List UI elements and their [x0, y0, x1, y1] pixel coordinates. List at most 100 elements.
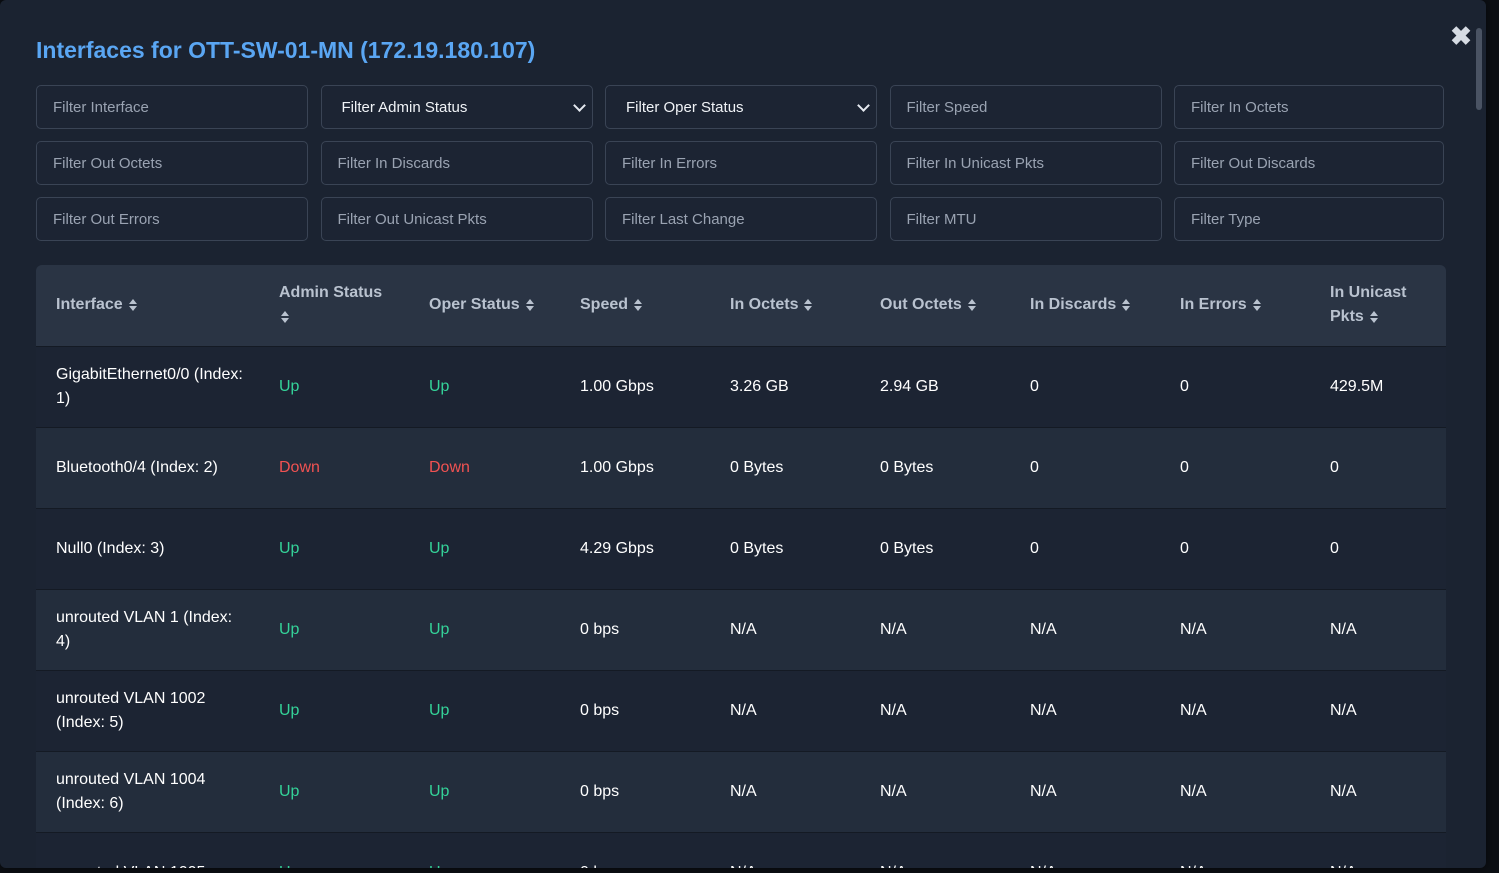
- cell-in-octets: 3.26 GB: [730, 377, 789, 395]
- cell-interface: GigabitEthernet0/0 (Index: 1): [56, 365, 243, 407]
- filter-out-errors-input[interactable]: [36, 197, 308, 241]
- table-row[interactable]: Null0 (Index: 3) Up Up 4.29 Gbps 0 Bytes 0 By…: [36, 508, 1446, 589]
- interfaces-table-container: Interface Admin Status Oper Status Speed…: [36, 265, 1446, 868]
- cell-admin-status: Up: [279, 539, 300, 557]
- header-in-discards[interactable]: In Discards: [1010, 265, 1160, 346]
- filter-oper-status-label: Filter Oper Status: [626, 98, 744, 116]
- cell-interface: Null0 (Index: 3): [56, 539, 165, 557]
- cell-in-errors: N/A: [1180, 701, 1207, 719]
- filter-speed-input[interactable]: [889, 85, 1162, 129]
- cell-oper-status: Up: [429, 701, 450, 719]
- sort-icon[interactable]: [1369, 311, 1378, 324]
- close-icon[interactable]: ✖: [1450, 21, 1472, 51]
- sort-icon[interactable]: [1252, 299, 1261, 312]
- cell-interface: unrouted VLAN 1004 (Index: 6): [56, 770, 206, 812]
- filter-oper-status-select[interactable]: Filter Oper Status: [605, 85, 877, 129]
- cell-in-unicast-pkts: 0: [1330, 458, 1339, 476]
- cell-in-unicast-pkts: 429.5M: [1330, 377, 1384, 395]
- cell-in-discards: 0: [1030, 377, 1039, 395]
- cell-admin-status: Up: [279, 377, 300, 395]
- cell-in-errors: 0: [1180, 458, 1189, 476]
- cell-in-octets: N/A: [710, 832, 860, 868]
- cell-speed: 0 bps: [580, 701, 620, 719]
- filter-out-discards-input[interactable]: [1174, 141, 1444, 185]
- filter-type-input[interactable]: [1174, 197, 1444, 241]
- cell-in-errors: 0: [1180, 539, 1189, 557]
- cell-interface: unrouted VLAN 1002 (Index: 5): [56, 689, 206, 731]
- cell-admin-status: Up: [279, 620, 300, 638]
- cell-in-unicast-pkts: N/A: [1330, 620, 1357, 638]
- cell-in-octets: N/A: [730, 701, 757, 719]
- cell-in-unicast-pkts: 0: [1330, 539, 1339, 557]
- table-row[interactable]: Bluetooth0/4 (Index: 2) Down Down 1.00 Gbps…: [36, 427, 1446, 508]
- filter-mtu-input[interactable]: [889, 197, 1162, 241]
- cell-in-discards: N/A: [1030, 782, 1057, 800]
- cell-speed: 0 bps: [560, 832, 710, 868]
- sort-icon[interactable]: [1122, 299, 1131, 312]
- cell-speed: 0 bps: [580, 620, 620, 638]
- cell-speed: 1.00 Gbps: [580, 458, 654, 476]
- sort-icon[interactable]: [525, 299, 534, 312]
- cell-in-octets: N/A: [730, 620, 757, 638]
- filter-in-octets-input[interactable]: [1174, 85, 1444, 129]
- header-oper-status[interactable]: Oper Status: [409, 265, 560, 346]
- filter-admin-status-label: Filter Admin Status: [341, 98, 468, 116]
- cell-speed: 4.29 Gbps: [580, 539, 654, 557]
- cell-in-errors: N/A: [1180, 782, 1207, 800]
- cell-out-octets: N/A: [880, 782, 907, 800]
- filter-out-unicast-input[interactable]: [320, 197, 593, 241]
- cell-admin-status: Down: [279, 458, 320, 476]
- cell-admin-status: Up: [279, 782, 300, 800]
- filter-in-errors-input[interactable]: [605, 141, 877, 185]
- chevron-down-icon: [857, 98, 870, 112]
- cell-out-octets: N/A: [880, 701, 907, 719]
- cell-out-octets: N/A: [860, 832, 1010, 868]
- cell-out-octets: 0 Bytes: [880, 539, 934, 557]
- cell-interface: Bluetooth0/4 (Index: 2): [56, 458, 218, 476]
- cell-in-errors: N/A: [1160, 832, 1310, 868]
- cell-in-unicast-pkts: N/A: [1330, 701, 1357, 719]
- header-out-octets[interactable]: Out Octets: [860, 265, 1010, 346]
- filter-in-discards-input[interactable]: [320, 141, 593, 185]
- cell-oper-status: Up: [429, 782, 450, 800]
- modal-title: Interfaces for OTT-SW-01-MN (172.19.180.…: [36, 37, 536, 63]
- table-row[interactable]: unrouted VLAN 1005UpUp0 bpsN/AN/AN/AN/AN…: [36, 832, 1446, 868]
- cell-in-discards: 0: [1030, 539, 1039, 557]
- header-in-octets[interactable]: In Octets: [710, 265, 860, 346]
- scrollbar-thumb[interactable]: [1476, 28, 1482, 110]
- table-row[interactable]: unrouted VLAN 1004 (Index: 6) Up Up 0 bps N/…: [36, 751, 1446, 832]
- header-speed[interactable]: Speed: [560, 265, 710, 346]
- cell-out-octets: 2.94 GB: [880, 377, 939, 395]
- sort-icon[interactable]: [281, 311, 289, 324]
- cell-in-errors: 0: [1180, 377, 1189, 395]
- header-interface[interactable]: Interface: [36, 265, 259, 346]
- filter-last-change-input[interactable]: [605, 197, 877, 241]
- cell-in-unicast-pkts: N/A: [1330, 782, 1357, 800]
- sort-icon[interactable]: [967, 299, 976, 312]
- cell-interface: unrouted VLAN 1005: [36, 832, 259, 868]
- table-row[interactable]: unrouted VLAN 1 (Index: 4) Up Up 0 bps N/A N/…: [36, 589, 1446, 670]
- filter-in-unicast-input[interactable]: [889, 141, 1162, 185]
- header-admin-status[interactable]: Admin Status: [259, 265, 409, 346]
- cell-in-octets: 0 Bytes: [730, 458, 784, 476]
- filter-admin-status-select[interactable]: Filter Admin Status: [320, 85, 593, 129]
- filter-out-octets-input[interactable]: [36, 141, 308, 185]
- chevron-down-icon: [572, 98, 586, 112]
- table-row[interactable]: unrouted VLAN 1002 (Index: 5) Up Up 0 bps N/…: [36, 670, 1446, 751]
- table-row[interactable]: GigabitEthernet0/0 (Index: 1) Up Up 1.00 Gb…: [36, 346, 1446, 427]
- sort-icon[interactable]: [634, 299, 643, 312]
- cell-speed: 0 bps: [580, 782, 620, 800]
- interfaces-table: Interface Admin Status Oper Status Speed…: [36, 265, 1446, 868]
- cell-oper-status: Down: [429, 458, 470, 476]
- cell-in-discards: N/A: [1030, 620, 1057, 638]
- filter-interface-input[interactable]: [36, 85, 308, 129]
- cell-admin-status: Up: [259, 832, 409, 868]
- header-in-unicast-pkts[interactable]: In Unicast Pkts: [1330, 284, 1407, 326]
- header-in-errors[interactable]: In Errors: [1160, 265, 1310, 346]
- cell-in-octets: N/A: [730, 782, 757, 800]
- sort-icon[interactable]: [128, 299, 137, 312]
- cell-in-errors: N/A: [1180, 620, 1207, 638]
- sort-icon[interactable]: [804, 299, 813, 312]
- cell-in-discards: N/A: [1010, 832, 1160, 868]
